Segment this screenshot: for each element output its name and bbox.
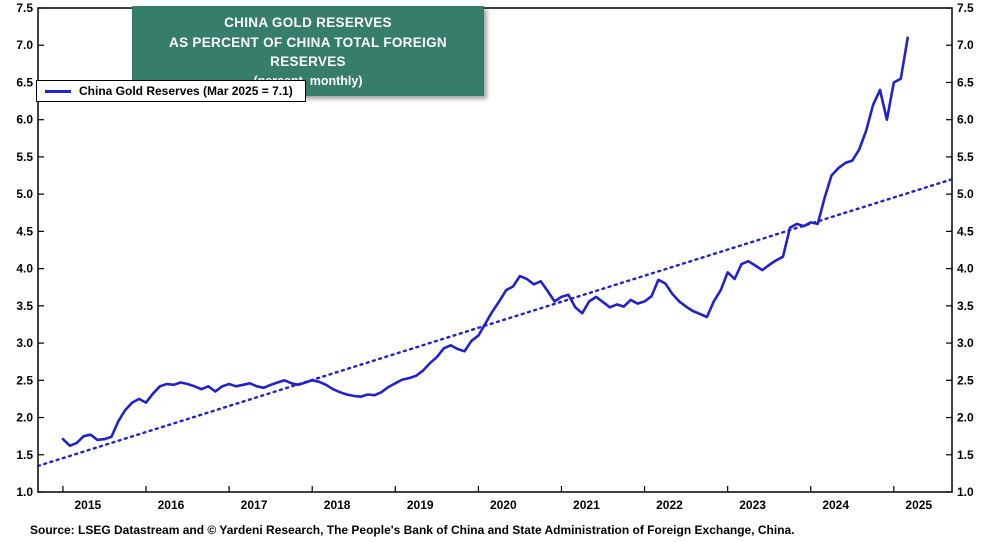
x-tick-label: 2025 [905,498,932,512]
y-tick-label-left: 6.5 [16,75,33,89]
x-tick-label: 2020 [490,498,517,512]
x-tick-label: 2019 [407,498,434,512]
x-tick-label: 2018 [324,498,351,512]
y-tick-label-right: 7.0 [957,38,974,52]
source-text: Source: LSEG Datastream and © Yardeni Re… [30,523,795,537]
x-tick-label: 2023 [739,498,766,512]
y-tick-label-left: 7.5 [16,1,33,15]
y-tick-label-right: 2.0 [957,411,974,425]
y-tick-label-left: 4.5 [16,224,33,238]
y-tick-label-right: 4.5 [957,224,974,238]
y-tick-label-right: 7.5 [957,1,974,15]
legend-label: China Gold Reserves (Mar 2025 = 7.1) [79,84,293,98]
y-tick-label-right: 1.0 [957,485,974,499]
y-tick-label-left: 5.0 [16,187,33,201]
y-tick-label-left: 3.5 [16,299,33,313]
y-tick-label-right: 5.5 [957,150,974,164]
y-tick-label-left: 2.0 [16,411,33,425]
plot-frame [37,7,953,493]
y-tick-label-left: 4.0 [16,262,33,276]
y-axis: 1.0 1.0 1.5 1.5 2.0 2.0 2.5 2.5 3.0 3.0 3.5 3.5 4.0 4… [16,1,974,499]
y-tick-label-right: 5.0 [957,187,974,201]
x-tick-label: 2021 [573,498,600,512]
chart-title-line1: CHINA GOLD RESERVES [224,15,392,30]
y-tick-label-left: 1.0 [16,485,33,499]
y-tick-label-right: 3.0 [957,336,974,350]
legend-box: China Gold Reserves (Mar 2025 = 7.1) [36,80,306,102]
y-tick-label-left: 2.5 [16,373,33,387]
chart-title-line2: AS PERCENT OF CHINA TOTAL FOREIGN RESERV… [169,34,447,70]
y-tick-label-left: 3.0 [16,336,33,350]
y-tick-label-right: 1.5 [957,448,974,462]
y-tick-label-right: 6.0 [957,113,974,127]
x-tick-label: 2024 [822,498,849,512]
y-tick-label-left: 1.5 [16,448,33,462]
x-tick-label: 2016 [158,498,185,512]
y-tick-label-left: 7.0 [16,38,33,52]
data-line [61,36,910,448]
y-tick-label-left: 6.0 [16,113,33,127]
y-tick-label-right: 3.5 [957,299,974,313]
x-tick-label: 2017 [241,498,268,512]
y-tick-label-right: 4.0 [957,262,974,276]
y-tick-label-right: 6.5 [957,75,974,89]
legend-line-swatch [45,89,71,93]
x-tick-label: 2022 [656,498,683,512]
x-tick-label: 2015 [75,498,102,512]
x-axis: 2015 2016 2017 2018 2019 2020 2021 2022 2023 2024… [62,486,932,512]
y-tick-label-left: 5.5 [16,150,33,164]
y-tick-label-right: 2.5 [957,373,974,387]
